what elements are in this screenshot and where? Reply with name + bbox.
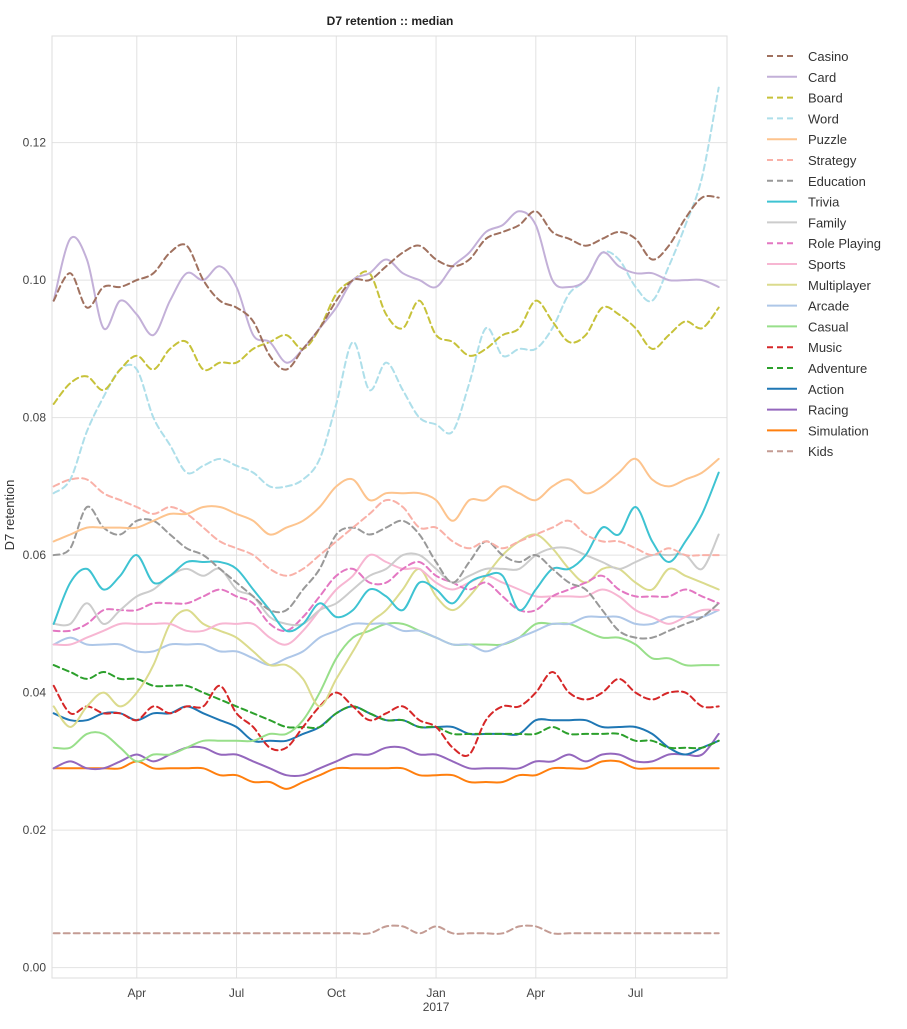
- legend-item-family: Family: [767, 215, 847, 230]
- series-line-arcade: [52, 609, 720, 667]
- chart-title: D7 retention :: median: [327, 14, 454, 28]
- legend-label: Board: [808, 91, 843, 106]
- series-line-casino: [52, 195, 720, 371]
- legend-item-casual: Casual: [767, 319, 849, 334]
- legend-item-adventure: Adventure: [767, 361, 867, 376]
- series-line-action: [52, 705, 720, 756]
- legend-label: Kids: [808, 444, 834, 459]
- series-line-card: [52, 210, 720, 364]
- series-line-simulation: [52, 759, 720, 790]
- series-line-sports: [52, 553, 720, 647]
- y-tick-label: 0.02: [23, 823, 47, 837]
- legend-label: Multiplayer: [808, 278, 872, 293]
- legend-item-education: Education: [767, 174, 866, 189]
- y-tick-label: 0.12: [23, 136, 47, 150]
- x-tick-label: Oct: [327, 986, 346, 1000]
- legend-label: Sports: [808, 257, 846, 272]
- legend-label: Role Playing: [808, 236, 881, 251]
- series-line-kids: [52, 924, 720, 935]
- plot-frame: [51, 35, 728, 979]
- legend-item-puzzle: Puzzle: [767, 132, 847, 147]
- legend-label: Casino: [808, 49, 848, 64]
- series-line-music: [52, 671, 720, 758]
- y-tick-label: 0.10: [23, 273, 47, 287]
- legend-item-board: Board: [767, 91, 843, 106]
- legend-label: Casual: [808, 319, 849, 334]
- legend-label: Puzzle: [808, 132, 847, 147]
- series-line-multiplayer: [52, 533, 720, 728]
- legend-item-trivia: Trivia: [767, 195, 840, 210]
- x-tick-label: Apr: [526, 986, 545, 1000]
- legend-label: Racing: [808, 403, 848, 418]
- y-tick-label: 0.08: [23, 411, 47, 425]
- x-tick-label: Jul: [229, 986, 244, 1000]
- x-tick-label: Jul: [628, 986, 643, 1000]
- y-tick-label: 0.00: [23, 961, 47, 975]
- x-tick-sublabel: 2017: [423, 1000, 450, 1014]
- x-tick-label: Apr: [127, 986, 146, 1000]
- y-tick-label: 0.04: [23, 686, 47, 700]
- legend-item-music: Music: [767, 340, 842, 355]
- series-line-strategy: [52, 477, 720, 577]
- legend-label: Arcade: [808, 299, 849, 314]
- series-line-word: [52, 86, 720, 495]
- legend-label: Strategy: [808, 153, 857, 168]
- legend-label: Card: [808, 70, 836, 85]
- legend-label: Simulation: [808, 423, 869, 438]
- legend-item-word: Word: [767, 111, 839, 126]
- legend-item-simulation: Simulation: [767, 423, 869, 438]
- legend-label: Trivia: [808, 195, 840, 210]
- legend-label: Music: [808, 340, 842, 355]
- legend: Casino Card Board Word Puzzle Strategy Educati…: [767, 49, 881, 459]
- legend-item-sports: Sports: [767, 257, 846, 272]
- series-line-board: [52, 270, 720, 405]
- series-lines: [52, 86, 720, 935]
- legend-label: Family: [808, 215, 847, 230]
- x-tick-label: Jan: [426, 986, 445, 1000]
- series-line-trivia: [52, 471, 720, 633]
- legend-item-racing: Racing: [767, 403, 848, 418]
- series-line-puzzle: [52, 457, 720, 543]
- legend-item-card: Card: [767, 70, 836, 85]
- legend-item-kids: Kids: [767, 444, 834, 459]
- legend-item-role-playing: Role Playing: [767, 236, 881, 251]
- series-line-role-playing: [52, 560, 720, 633]
- legend-item-arcade: Arcade: [767, 299, 849, 314]
- legend-label: Adventure: [808, 361, 867, 376]
- legend-label: Education: [808, 174, 866, 189]
- legend-item-casino: Casino: [767, 49, 848, 64]
- legend-item-action: Action: [767, 382, 844, 397]
- legend-label: Word: [808, 111, 839, 126]
- legend-item-strategy: Strategy: [767, 153, 857, 168]
- axes: 0.00 0.02 0.04 0.06 0.08 0.10 0.12 Apr Jul Oct Jan…: [23, 35, 728, 1014]
- legend-label: Action: [808, 382, 844, 397]
- legend-item-multiplayer: Multiplayer: [767, 278, 872, 293]
- series-line-adventure: [52, 664, 720, 750]
- series-line-education: [52, 505, 720, 640]
- series-line-racing: [52, 732, 720, 778]
- y-axis-label: D7 retention: [2, 480, 17, 551]
- y-tick-label: 0.06: [23, 548, 47, 562]
